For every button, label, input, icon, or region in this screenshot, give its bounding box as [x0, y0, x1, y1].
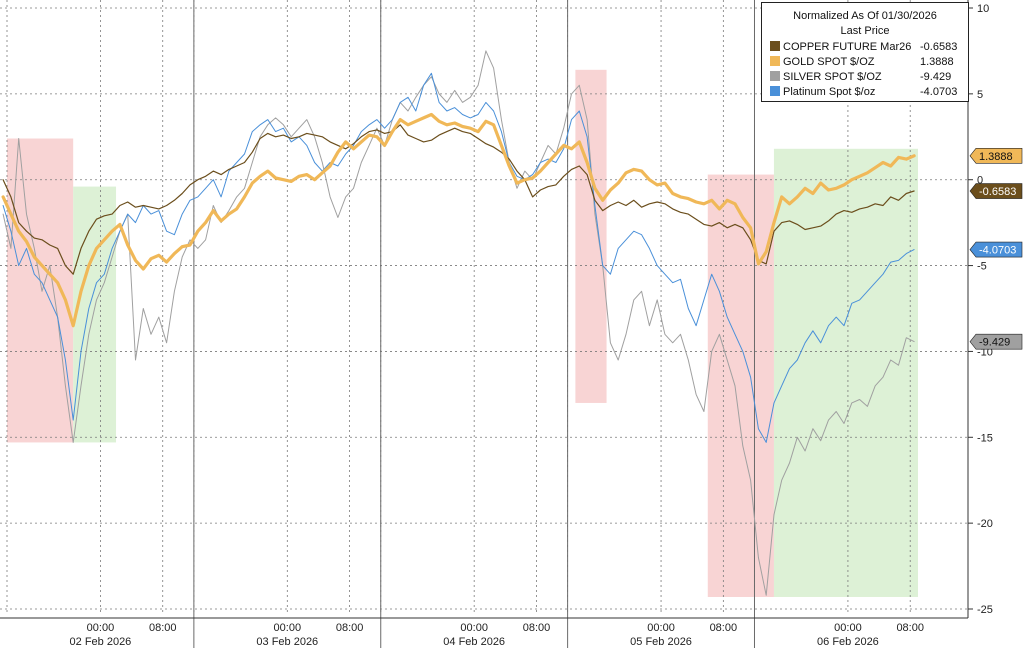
y-tick-label: 5	[977, 89, 983, 101]
series-line-2	[2, 50, 915, 596]
legend-label-silver: SILVER SPOT $/OZ	[783, 71, 882, 83]
end-tag-1	[969, 148, 1023, 164]
grid-lines	[0, 0, 968, 648]
legend-value-gold: 1.3888	[920, 56, 954, 68]
series-line-1	[1, 112, 916, 328]
x-time-label: 00:00	[834, 622, 862, 634]
chart-title: Normalized As Of 01/30/2026	[793, 10, 937, 22]
legend-entry-platinum: Platinum Spot $/oz -4.0703	[770, 85, 957, 99]
x-time-label: 08:00	[336, 622, 364, 634]
last-value-tags: -0.6583 1.3888 -9.429 -4.0703	[969, 148, 1023, 350]
x-time-label: 08:00	[149, 622, 177, 634]
shaded-regions	[7, 69, 918, 597]
shaded-region-3	[707, 174, 774, 597]
x-time-label: 08:00	[523, 622, 551, 634]
legend-value-copper: -0.6583	[920, 41, 958, 53]
legend-value-platinum: -4.0703	[920, 86, 958, 98]
shaded-region-2	[575, 69, 607, 403]
series-line-3	[2, 72, 915, 443]
end-tag-label-3: -4.0703	[979, 245, 1016, 257]
x-time-label: 08:00	[710, 622, 738, 634]
y-tick-label: 0	[977, 175, 983, 187]
legend-swatch-copper	[770, 41, 780, 51]
chart-subtitle: Last Price	[840, 25, 890, 37]
x-time-label: 08:00	[896, 622, 924, 634]
y-tick-label: 10	[977, 3, 989, 15]
end-tag-label-1: 1.3888	[979, 151, 1013, 163]
legend-swatch-platinum	[770, 86, 780, 96]
x-day-label: 06 Feb 2026	[817, 636, 879, 648]
end-tag-0	[969, 183, 1023, 199]
legend-swatch-gold	[770, 56, 780, 66]
end-tag-label-2: -9.429	[979, 337, 1010, 349]
x-day-label: 04 Feb 2026	[443, 636, 505, 648]
end-tag-2	[969, 333, 1023, 350]
x-time-label: 00:00	[460, 622, 488, 634]
y-tick-label: -20	[977, 518, 993, 530]
legend-entry-gold: GOLD SPOT $/OZ 1.3888	[770, 55, 954, 69]
x-time-label: 00:00	[647, 622, 675, 634]
shaded-region-0	[7, 138, 74, 443]
legend-value-silver: -9.429	[920, 71, 952, 83]
legend-label-copper: COPPER FUTURE Mar26	[783, 41, 912, 53]
x-day-label: 02 Feb 2026	[70, 636, 132, 648]
legend-entry-silver: SILVER SPOT $/OZ -9.429	[770, 70, 951, 84]
x-axis: 00:00 08:00 00:00 08:00 00:00 08:00 00:00 08:00…	[0, 617, 968, 648]
x-time-label: 00:00	[274, 622, 302, 634]
series-line-0	[2, 124, 915, 275]
legend-label-gold: GOLD SPOT $/OZ	[783, 56, 875, 68]
shaded-region-4	[773, 148, 918, 597]
x-day-label: 05 Feb 2026	[630, 636, 692, 648]
legend: Normalized As Of 01/30/2026 Last Price C…	[761, 2, 969, 102]
x-time-label: 00:00	[87, 622, 115, 634]
legend-swatch-silver	[770, 71, 780, 81]
end-tag-3	[969, 241, 1023, 258]
legend-entry-copper: COPPER FUTURE Mar26 -0.6583	[770, 40, 957, 54]
end-tag-label-0: -0.6583	[979, 186, 1016, 198]
x-day-label: 03 Feb 2026	[256, 636, 318, 648]
shaded-region-1	[73, 186, 117, 443]
y-tick-label: -5	[977, 261, 987, 273]
y-tick-label: -15	[977, 432, 993, 444]
series-lines	[1, 50, 916, 596]
y-tick-label: -25	[977, 604, 993, 616]
legend-label-platinum: Platinum Spot $/oz	[783, 86, 876, 98]
